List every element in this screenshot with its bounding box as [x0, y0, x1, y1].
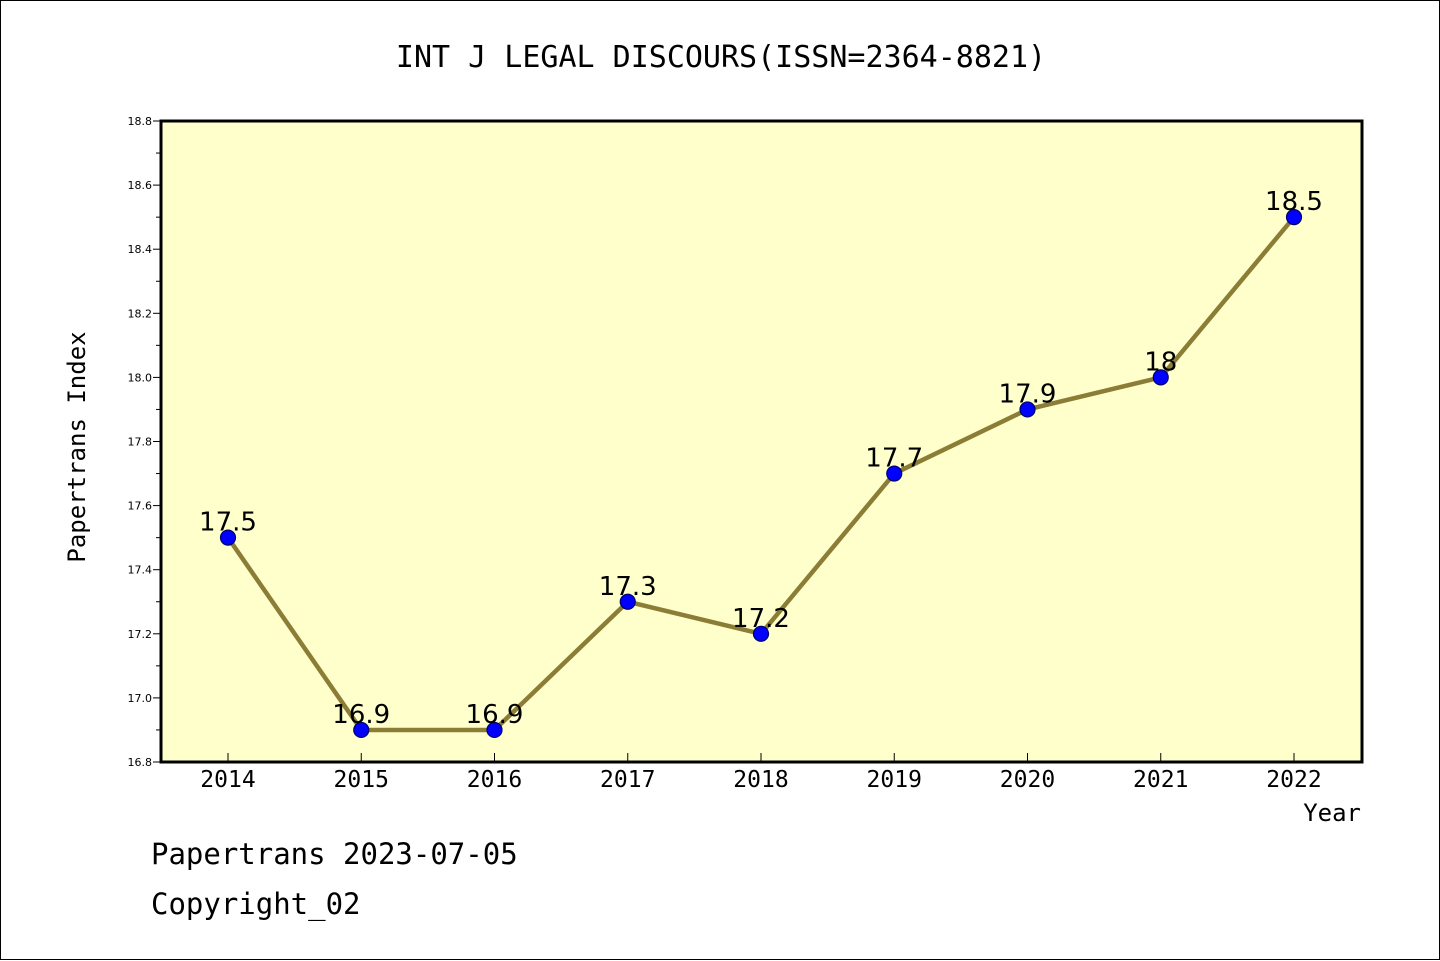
- y-tick-label: 17.4: [128, 564, 153, 577]
- y-tick-label: 18.4: [128, 243, 153, 256]
- chart-title: INT J LEGAL DISCOURS(ISSN=2364-8821): [396, 40, 1046, 75]
- data-point: [1152, 369, 1169, 386]
- footer-copyright: Copyright_02: [151, 887, 361, 921]
- x-tick-label: 2021: [1133, 767, 1188, 793]
- data-label: 16.9: [332, 700, 390, 730]
- y-tick-label: 17.8: [128, 436, 153, 449]
- y-axis: 16.8 17.0 17.2 17.4 17.6 17.8 18.0 18.2 18.4 18.6…: [128, 115, 161, 769]
- y-tick-label: 17.2: [128, 628, 153, 641]
- data-label: 17.3: [599, 572, 657, 602]
- data-series: [219, 209, 1303, 739]
- data-label: 18: [1144, 347, 1177, 377]
- footer-date: Papertrans 2023-07-05: [151, 837, 518, 871]
- x-tick-label: 2015: [334, 767, 389, 793]
- y-tick-label: 18.2: [128, 307, 153, 320]
- y-tick-label: 16.8: [128, 756, 153, 769]
- x-tick-label: 2014: [200, 767, 255, 793]
- x-tick-label: 2020: [1000, 767, 1055, 793]
- y-tick-label: 18.6: [128, 179, 153, 192]
- x-tick-label: 2018: [733, 767, 788, 793]
- data-point: [752, 625, 770, 642]
- data-label: 17.7: [865, 444, 923, 474]
- y-tick-label: 18.8: [128, 115, 153, 128]
- x-axis: 2014 2015 2016 2017 2018 2019 2020 2021 2022: [200, 753, 1322, 793]
- data-point: [1019, 401, 1036, 418]
- x-tick-label: 2019: [867, 767, 922, 793]
- y-tick-label: 18.0: [128, 371, 153, 384]
- data-point: [353, 721, 370, 739]
- x-axis-title: Year: [1303, 799, 1361, 827]
- data-point: [886, 465, 903, 482]
- data-labels: 17.5 16.9 16.9 17.3 17.2 17.7 17.9 18 18.5: [199, 187, 1323, 730]
- x-tick-label: 2017: [600, 767, 655, 793]
- y-tick-label: 17.6: [128, 500, 153, 513]
- data-label: 17.9: [999, 379, 1057, 409]
- y-axis-title: Papertrans Index: [63, 331, 91, 562]
- data-point: [1285, 209, 1303, 226]
- y-tick-label: 17.0: [128, 692, 153, 705]
- data-point: [219, 529, 237, 546]
- data-point: [486, 721, 503, 739]
- data-label: 17.5: [199, 508, 257, 538]
- data-label: 18.5: [1265, 187, 1323, 217]
- x-tick-label: 2016: [467, 767, 522, 793]
- plot-area: [159, 119, 1364, 764]
- data-label: 17.2: [732, 604, 790, 634]
- data-label: 16.9: [466, 700, 524, 730]
- data-point: [619, 593, 636, 610]
- x-tick-label: 2022: [1266, 767, 1321, 793]
